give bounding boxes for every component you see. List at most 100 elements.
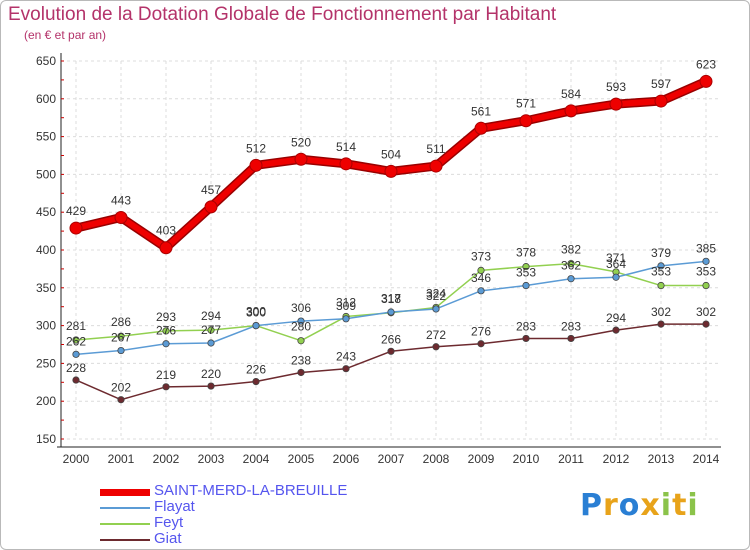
data-point (72, 350, 80, 358)
data-label: 306 (291, 301, 311, 315)
data-point (612, 326, 620, 334)
data-label: 520 (291, 135, 311, 149)
logo-letter: i (687, 488, 699, 523)
data-label: 283 (516, 319, 536, 333)
data-point (72, 336, 80, 344)
data-label: 403 (156, 224, 176, 238)
data-label: 300 (246, 306, 266, 320)
data-point (567, 275, 575, 283)
x-tick-label: 2005 (288, 452, 315, 466)
data-point (522, 281, 530, 290)
data-label: 571 (516, 97, 536, 111)
logo-letter: t (672, 488, 688, 523)
data-label: 286 (111, 315, 131, 329)
x-tick-label: 2006 (333, 452, 360, 466)
legend-label: Feyt (154, 514, 184, 531)
x-tick-label: 2002 (153, 452, 180, 466)
data-label: 226 (246, 363, 266, 377)
legend-label: Flayat (154, 498, 195, 515)
data-label: 443 (111, 193, 131, 207)
data-point (117, 396, 125, 404)
data-point (207, 382, 215, 390)
data-point (609, 97, 623, 111)
data-point (432, 343, 440, 351)
x-tick-label: 2013 (648, 452, 675, 466)
data-point (159, 241, 173, 255)
data-point (567, 260, 575, 268)
y-tick-label: 200 (36, 394, 56, 408)
legend-swatch (100, 489, 150, 496)
data-point (432, 305, 440, 313)
data-label: 379 (651, 246, 671, 260)
data-label: 584 (561, 87, 581, 101)
data-point (657, 281, 665, 290)
data-label: 318 (381, 292, 401, 306)
data-label: 504 (381, 147, 401, 161)
x-tick-label: 2001 (108, 452, 135, 466)
data-point (249, 158, 263, 172)
data-point (477, 266, 485, 275)
legend-swatch (100, 523, 150, 525)
data-label: 597 (651, 77, 671, 91)
data-label: 276 (471, 325, 491, 339)
logo-letter: r (603, 488, 619, 523)
y-tick-label: 500 (36, 167, 56, 181)
x-tick-label: 2003 (198, 452, 225, 466)
x-tick-label: 2008 (423, 452, 450, 466)
legend-swatch (100, 507, 150, 509)
data-label: 302 (651, 305, 671, 319)
data-point (69, 221, 83, 235)
chart-subtitle: (en € et par an) (24, 28, 107, 42)
y-tick-label: 150 (36, 432, 56, 446)
data-label: 312 (336, 296, 356, 310)
data-point (342, 365, 350, 373)
data-label: 514 (336, 140, 356, 154)
data-label: 353 (516, 266, 536, 280)
data-label: 593 (606, 80, 626, 94)
logo-letter: i (660, 488, 673, 523)
data-label: 293 (156, 310, 176, 324)
data-point (297, 368, 305, 377)
data-point (162, 327, 170, 335)
proxiti-logo: Proxiti (580, 488, 699, 523)
data-point (162, 383, 170, 391)
legend-label: SAINT-MERD-LA-BREUILLE (154, 482, 348, 499)
data-point (114, 210, 128, 224)
data-label: 220 (201, 367, 221, 381)
data-point (474, 121, 488, 135)
data-label: 302 (696, 305, 716, 319)
data-point (117, 332, 125, 340)
data-label: 202 (111, 381, 131, 395)
x-tick-label: 2004 (243, 452, 270, 466)
data-point (657, 320, 665, 328)
data-label: 317 (381, 292, 401, 306)
data-label: 429 (66, 204, 86, 218)
data-point (387, 308, 395, 316)
data-point (252, 321, 260, 330)
data-point (342, 315, 350, 323)
y-tick-label: 350 (36, 281, 56, 295)
legend-swatch (100, 539, 150, 541)
data-label: 364 (606, 257, 626, 271)
y-tick-label: 450 (36, 205, 56, 219)
data-point (339, 157, 353, 171)
data-point (297, 317, 305, 325)
x-tick-label: 2010 (513, 452, 540, 466)
data-label: 309 (336, 299, 356, 313)
data-label: 362 (561, 259, 581, 273)
data-label: 243 (336, 350, 356, 364)
data-label: 385 (696, 241, 716, 255)
data-point (522, 263, 530, 271)
y-tick-label: 300 (36, 319, 56, 333)
data-label: 294 (606, 311, 626, 325)
data-label: 371 (606, 251, 626, 265)
data-point (207, 339, 215, 347)
data-label: 561 (471, 104, 491, 118)
data-point (519, 114, 533, 128)
legend-label: Giat (154, 530, 182, 547)
data-label: 280 (291, 320, 311, 334)
data-point (117, 346, 125, 355)
data-label: 228 (66, 361, 86, 375)
data-point (654, 94, 668, 108)
data-point (477, 287, 485, 295)
